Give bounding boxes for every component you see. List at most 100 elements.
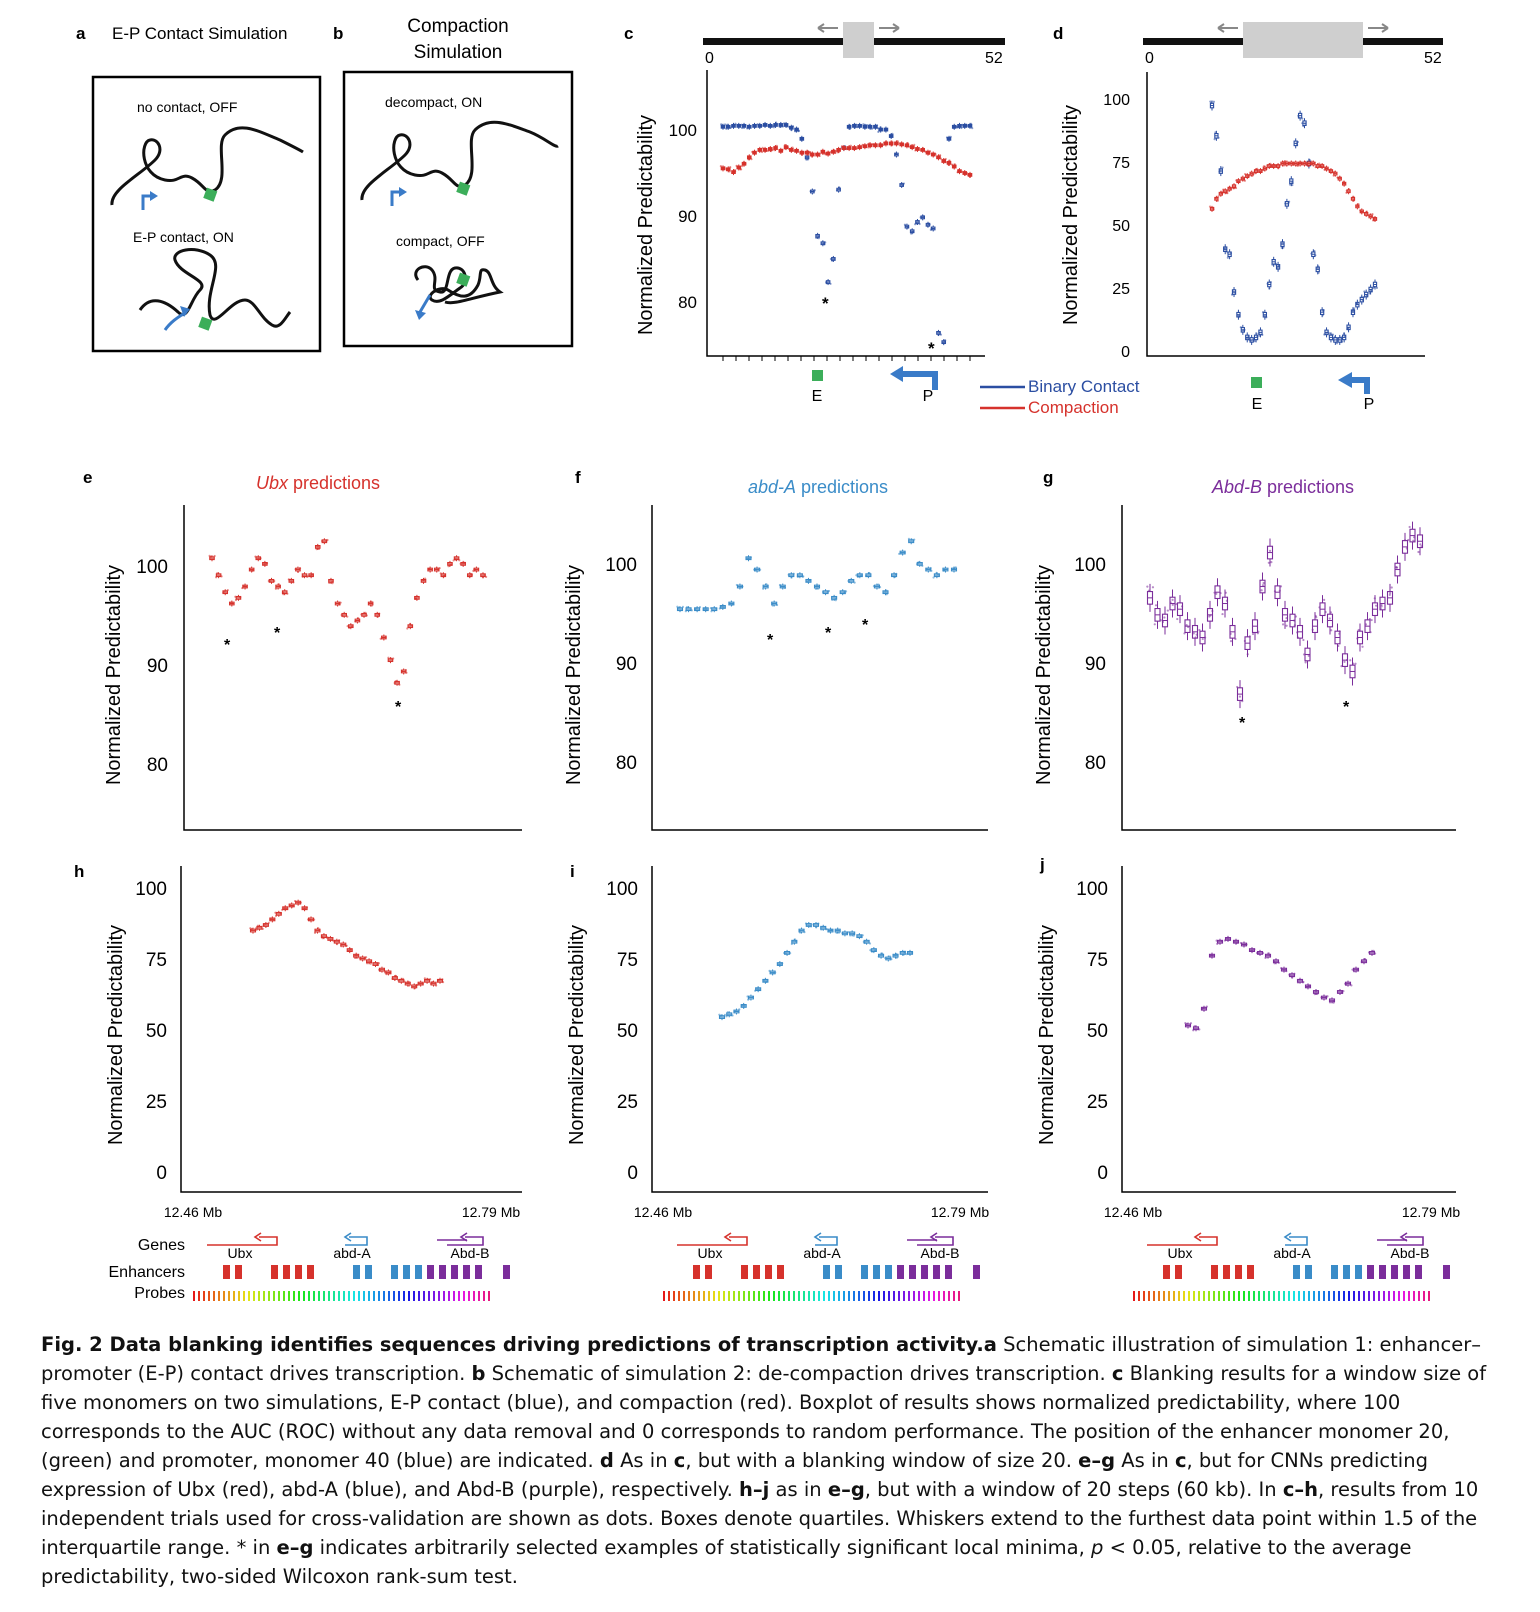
- trial-dot: [825, 927, 828, 931]
- trial-dot: [1267, 561, 1270, 564]
- trial-dot: [1263, 314, 1266, 317]
- trial-dot: [921, 564, 924, 567]
- probe-mark: [1218, 1291, 1220, 1301]
- probe-mark: [768, 1291, 770, 1301]
- enhancer-block: [415, 1265, 422, 1279]
- trial-dot: [910, 144, 913, 147]
- chromatin-fiber-b1: [360, 120, 559, 201]
- trial-dot: [809, 151, 812, 154]
- enhancer-block: [1211, 1265, 1218, 1279]
- significance-star: *: [224, 637, 231, 654]
- probe-mark: [308, 1291, 310, 1301]
- panel-f-title: abd-A predictions: [748, 477, 888, 497]
- trial-dot: [1355, 302, 1358, 305]
- panel-b-label-top: decompact, ON: [385, 94, 482, 110]
- trial-dot: [784, 147, 787, 150]
- trial-dot: [1266, 282, 1269, 285]
- trial-dot: [1342, 990, 1345, 993]
- promoter-marker-icon: [1352, 377, 1370, 394]
- ylabel-j: Normalized Predictability: [1036, 925, 1058, 1145]
- trial-dot: [817, 587, 820, 590]
- plot-area-h: [249, 899, 445, 990]
- trial-dot: [1260, 168, 1264, 172]
- panel-b-title-2: Simulation: [414, 42, 503, 63]
- trial-dot: [770, 148, 774, 151]
- trial-dot: [723, 167, 726, 170]
- trial-dot: [754, 568, 757, 571]
- trial-dot: [884, 590, 887, 593]
- trial-dot: [257, 557, 260, 560]
- trial-dot: [781, 585, 784, 589]
- trial-dot: [1241, 329, 1245, 332]
- trial-dot: [783, 143, 787, 147]
- trial-dot: [1192, 632, 1195, 635]
- trial-dot: [781, 125, 784, 128]
- trial-dot: [472, 569, 475, 573]
- xstart-i: 12.46 Mb: [634, 1204, 693, 1220]
- trial-dot: [1171, 603, 1174, 606]
- trial-dot: [1261, 951, 1265, 955]
- trial-dot: [1280, 966, 1283, 970]
- trial-dot: [1243, 639, 1246, 643]
- enhancer-block: [235, 1265, 242, 1279]
- trial-dot: [685, 606, 689, 609]
- trial-dot: [1310, 162, 1314, 166]
- trial-dot: [747, 158, 750, 161]
- caption-text: < 0.05, relative to the average predicta…: [41, 1536, 1412, 1588]
- trial-dot: [1360, 296, 1363, 299]
- significance-star: *: [395, 699, 402, 716]
- trial-dot: [377, 962, 380, 965]
- trial-dot: [753, 151, 756, 155]
- trial-dot: [1293, 619, 1296, 622]
- trial-dot: [1241, 178, 1244, 181]
- trial-dot: [768, 969, 771, 972]
- trial-dot: [1313, 249, 1316, 253]
- trial-dot: [1337, 644, 1340, 648]
- probe-mark: [728, 1291, 730, 1301]
- trial-dot: [868, 142, 871, 145]
- trial-dot: [1265, 316, 1268, 319]
- trial-dot: [1350, 984, 1353, 987]
- trial-dot: [796, 575, 799, 578]
- panel-a-title: E-P Contact Simulation: [112, 24, 287, 43]
- caption-text: p: [1090, 1536, 1104, 1559]
- ytick-i-50: 50: [617, 1021, 638, 1042]
- probe-mark: [933, 1291, 935, 1301]
- track-label-enhancers: Enhancers: [109, 1264, 186, 1281]
- trial-dot: [778, 125, 781, 129]
- plot-area-i: [718, 921, 914, 1021]
- enhancer-block: [1247, 1265, 1254, 1279]
- trial-dot: [734, 1009, 737, 1012]
- trial-dot: [1201, 637, 1204, 641]
- trial-dot: [826, 151, 829, 154]
- trial-dot: [966, 173, 969, 176]
- caption-fig-label: Fig. 2 Data blanking identifies sequence…: [41, 1333, 984, 1356]
- trial-dot: [1318, 165, 1321, 168]
- trial-dot: [783, 586, 787, 590]
- ylabel-f: Normalized Predictability: [563, 565, 585, 785]
- trial-dot: [814, 587, 817, 590]
- trial-dot: [1216, 199, 1219, 202]
- trial-dot: [821, 590, 825, 594]
- trial-dot: [278, 584, 281, 588]
- trial-dot: [695, 607, 698, 610]
- trial-dot: [1294, 615, 1297, 618]
- probe-mark: [208, 1291, 210, 1301]
- trial-dot: [388, 971, 391, 974]
- trial-dot: [764, 980, 768, 984]
- ylabel-i: Normalized Predictability: [566, 925, 588, 1145]
- trial-dot: [738, 1008, 741, 1011]
- trial-dot: [239, 596, 242, 599]
- track-labels: Genes Enhancers Probes: [109, 1237, 186, 1302]
- trial-dot: [438, 566, 441, 570]
- trial-dot: [971, 127, 974, 130]
- trial-dot: [894, 954, 897, 957]
- trial-dot: [1248, 635, 1251, 638]
- trial-dot: [834, 597, 837, 600]
- trial-dot: [264, 923, 267, 926]
- probe-mark: [763, 1291, 765, 1301]
- trial-dot: [1153, 623, 1156, 626]
- trial-dot: [965, 123, 968, 126]
- trial-dot: [872, 143, 875, 146]
- trial-dot: [1316, 267, 1319, 270]
